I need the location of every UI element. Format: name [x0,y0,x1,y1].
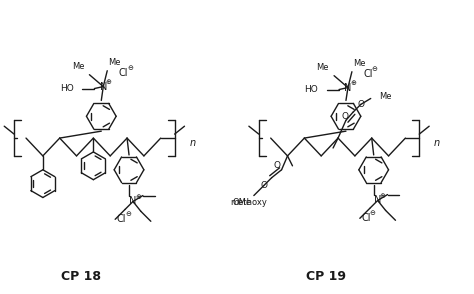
Text: HO: HO [304,85,318,94]
Text: O: O [341,112,348,121]
Text: CP 19: CP 19 [306,270,346,283]
Text: O: O [260,181,267,190]
Text: N: N [344,83,352,93]
Text: Me: Me [353,59,365,68]
Text: Cl: Cl [361,213,371,223]
Text: Cl: Cl [116,214,126,224]
Text: N: N [129,196,137,206]
Text: CP 18: CP 18 [62,270,101,283]
Text: ⊖: ⊖ [370,211,375,216]
Text: Me: Me [108,58,121,67]
Text: OMe: OMe [233,198,252,206]
Text: Cl: Cl [118,68,128,78]
Text: methoxy: methoxy [230,198,267,206]
Text: n: n [434,138,440,148]
Text: Me: Me [72,62,84,71]
Text: ⊖: ⊖ [372,66,378,72]
Text: Me: Me [317,63,329,72]
Text: ⊖: ⊖ [125,211,131,217]
Text: ⊖: ⊖ [127,65,133,71]
Text: N: N [374,196,382,206]
Text: ⊕: ⊕ [380,193,385,198]
Text: Me: Me [379,92,391,101]
Text: O: O [273,161,280,170]
Text: HO: HO [60,84,73,93]
Text: ⊕: ⊕ [105,78,111,85]
Text: n: n [190,138,196,148]
Text: N: N [100,81,107,91]
Text: O: O [357,100,365,109]
Text: ⊕: ⊕ [350,80,356,86]
Text: Cl: Cl [363,69,373,79]
Text: ⊕: ⊕ [135,193,141,200]
